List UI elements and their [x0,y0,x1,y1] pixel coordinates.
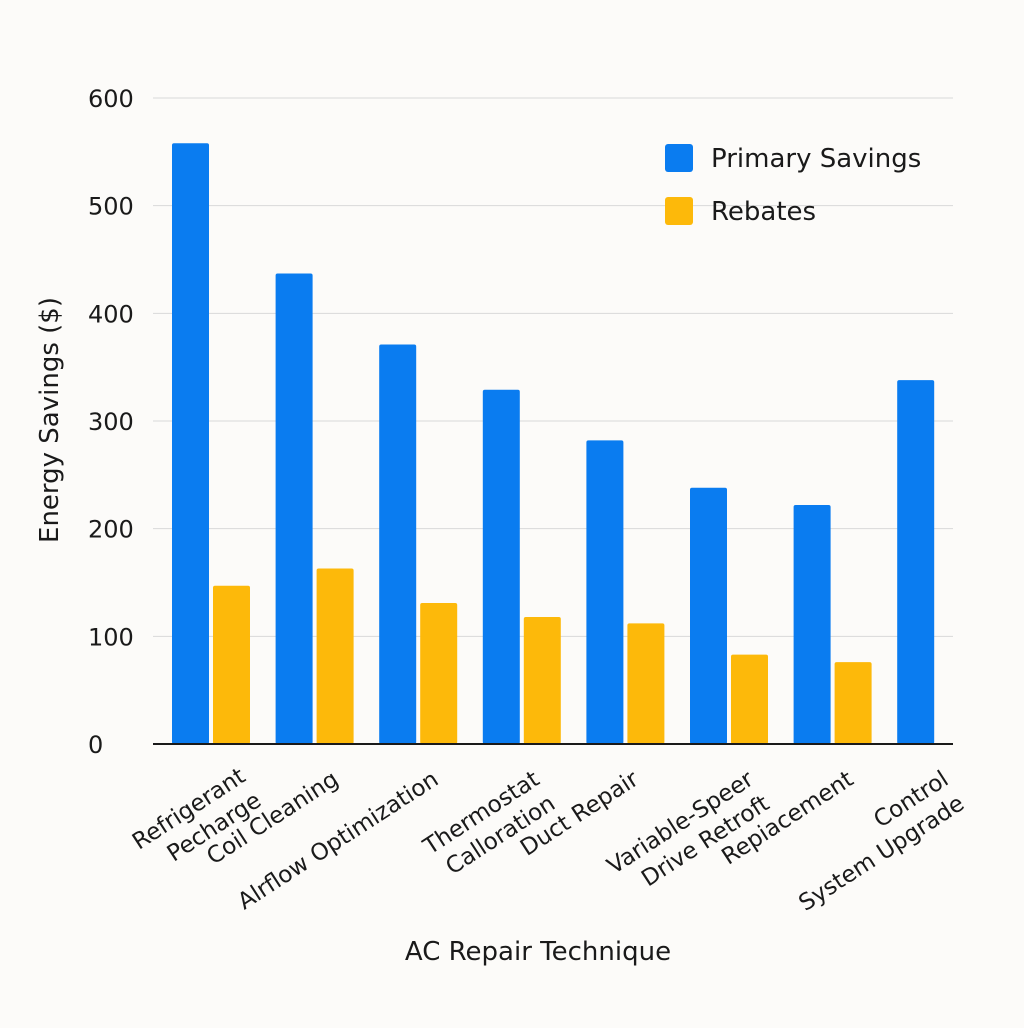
y-axis-title: Energy Savings ($) [35,297,65,543]
bar-rebates [834,662,872,744]
x-tick-label: ControlSystem Upgrade [779,766,969,916]
bar-primary-savings [379,344,417,744]
y-tick-label: 600 [88,85,134,113]
y-tick-label: 300 [88,408,134,436]
bar-primary-savings [897,380,935,744]
bar-primary-savings [793,504,831,744]
bar-rebates [316,568,354,744]
legend: Primary Savings Rebates [665,144,921,227]
x-axis-title: AC Repair Technique [405,937,671,967]
legend-label: Primary Savings [711,144,921,174]
gridlines [153,97,953,637]
legend-label: Rebates [711,197,816,227]
bar-rebates [523,616,561,744]
bar-rebates [420,602,458,744]
bar-primary-savings [275,273,313,744]
legend-swatch [665,144,693,172]
y-tick-label: 100 [88,623,134,651]
y-tick-label: 0 [88,731,103,759]
legend-swatch [665,197,693,225]
y-tick-label: 200 [88,516,134,544]
bar-primary-savings [586,440,624,744]
bar-rebates [731,654,768,744]
y-tick-labels: 0 100 200 300 400 500 600 [88,85,134,759]
bar-primary-savings [690,487,727,744]
bars [172,143,935,745]
bar-rebates [627,623,665,744]
bar-rebates [213,585,250,744]
bar-primary-savings [482,389,520,744]
y-tick-label: 500 [88,193,134,221]
y-tick-label: 400 [88,300,134,328]
bar-primary-savings [172,143,209,745]
